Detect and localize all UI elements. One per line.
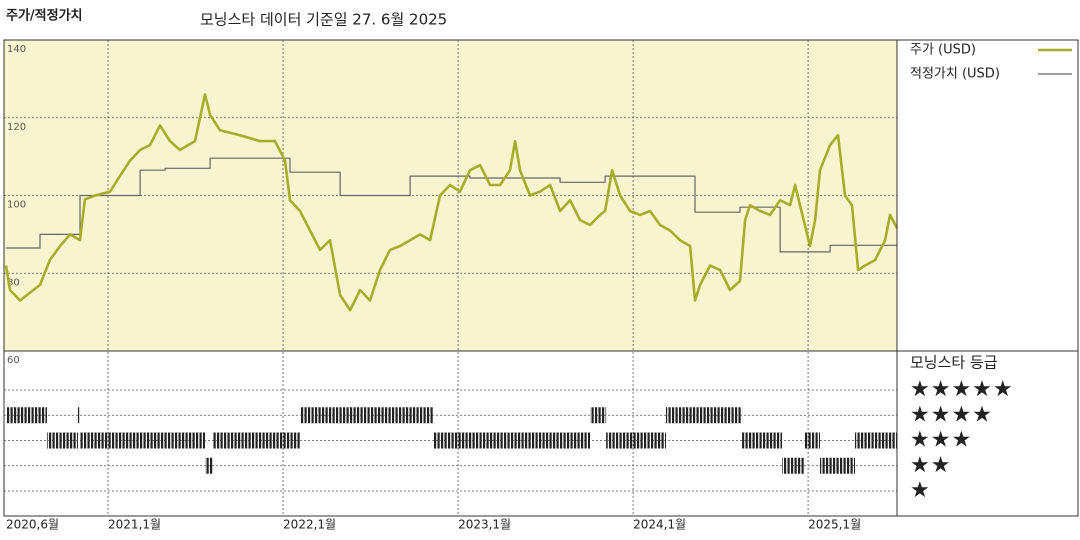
rating-bar bbox=[819, 457, 855, 474]
legend-label: 주가 (USD) bbox=[910, 43, 976, 58]
chart-title: 주가/적정가치 bbox=[6, 8, 83, 24]
rating-label: ★★ bbox=[910, 453, 951, 478]
rating-label: ★★★★ bbox=[910, 402, 993, 427]
rating-label: ★★★ bbox=[910, 428, 972, 453]
rating-label: ★ bbox=[910, 478, 931, 503]
rating-bar bbox=[433, 432, 591, 449]
y-tick-label: 60 bbox=[7, 355, 20, 366]
y-tick-label: 100 bbox=[7, 200, 26, 211]
rating-bar bbox=[77, 407, 81, 424]
rating-label: ★★★★★ bbox=[910, 377, 1014, 402]
rating-bar bbox=[80, 432, 205, 449]
rating-bar bbox=[742, 432, 783, 449]
x-tick-label: 2022,1월 bbox=[283, 518, 336, 532]
rating-bar bbox=[804, 432, 820, 449]
rating-bar bbox=[665, 407, 743, 424]
rating-bar bbox=[590, 407, 607, 424]
x-tick-label: 2024,1월 bbox=[633, 518, 686, 532]
x-tick-label: 2025,1월 bbox=[808, 518, 861, 532]
series-line bbox=[4, 93, 899, 312]
rating-bar bbox=[213, 432, 301, 449]
y-tick-label: 80 bbox=[7, 277, 20, 288]
rating-bar bbox=[300, 407, 434, 424]
legend-label: 적정가치 (USD) bbox=[910, 67, 1000, 82]
x-tick-label: 2021,1월 bbox=[108, 518, 161, 532]
rating-bar bbox=[782, 457, 805, 474]
chart-subtitle: 모닝스타 데이터 기준일 27. 6월 2025 bbox=[200, 11, 447, 29]
series-line bbox=[6, 157, 897, 253]
rating-bar bbox=[854, 432, 897, 449]
frame bbox=[3, 39, 1079, 517]
rating-title: 모닝스타 등급 bbox=[910, 354, 998, 372]
x-tick-label: 2020,6월 bbox=[6, 518, 59, 532]
rating-bar bbox=[46, 432, 78, 449]
rating-bar bbox=[204, 457, 214, 474]
y-tick-label: 140 bbox=[7, 44, 26, 55]
y-tick-label: 120 bbox=[7, 122, 26, 133]
rating-bar bbox=[606, 432, 666, 449]
plot-layer: 60 80 100 120 140 2020,6월 2021,1월 2022,1월 2023,1… bbox=[4, 40, 899, 532]
rating-bar bbox=[6, 407, 47, 424]
x-tick-label: 2023,1월 bbox=[458, 518, 511, 532]
